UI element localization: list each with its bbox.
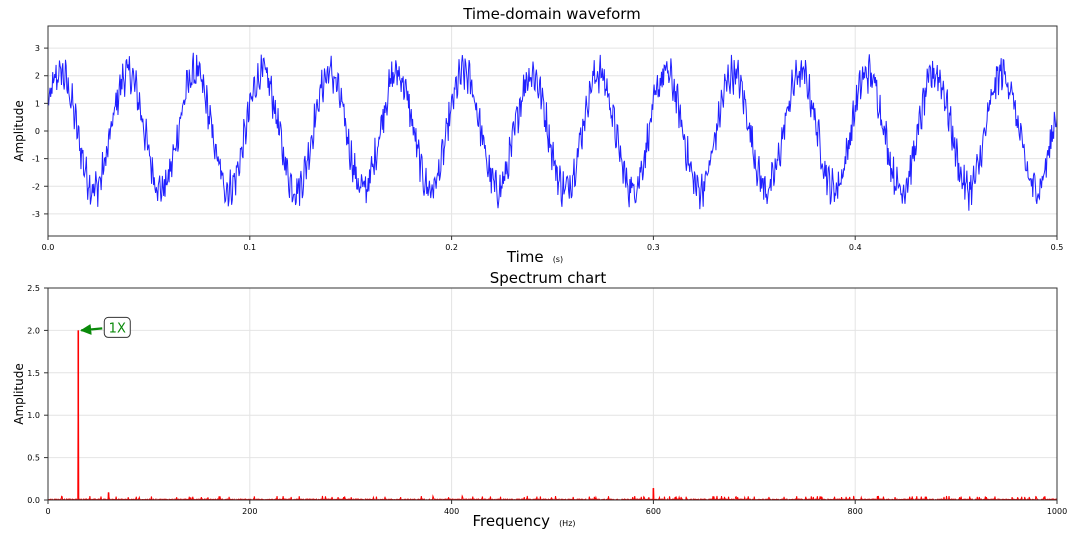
x-tick-label: 0: [45, 507, 50, 516]
x-axis-label: Time (s): [506, 247, 563, 266]
y-axis-ticks: 0.0 0.5 1.0 1.5 2.0 2.5: [27, 284, 48, 505]
peak-annotation: 1X: [80, 316, 131, 338]
x-tick-label: 0.3: [647, 243, 660, 252]
x-tick-label: 0.0: [42, 243, 55, 252]
y-tick-label: 0.5: [27, 454, 40, 463]
y-tick-label: -1: [32, 155, 40, 164]
y-tick-label: 1.0: [27, 411, 40, 420]
y-tick-label: 2.5: [27, 284, 40, 293]
x-axis-label-unit: (s): [553, 255, 563, 264]
y-tick-label: -2: [32, 182, 40, 191]
annotation-label: 1X: [109, 321, 126, 336]
y-tick-label: -3: [32, 210, 40, 219]
x-tick-label: 200: [242, 507, 257, 516]
x-tick-label: 1000: [1047, 507, 1067, 516]
x-tick-label: 0.1: [243, 243, 256, 252]
grid: [47, 287, 1058, 501]
y-tick-label: 2: [35, 72, 40, 81]
x-axis-label: Frequency (Hz): [472, 511, 575, 530]
y-tick-label: 1.5: [27, 369, 40, 378]
annotation-arrow: [80, 323, 103, 335]
time-domain-chart: Time-domain waveform 0.0 0.1 0.2 0.3 0.4 0.5 …: [12, 5, 1063, 266]
x-tick-label: 0.2: [445, 243, 458, 252]
x-axis-ticks: 0.0 0.1 0.2 0.3 0.4 0.5: [42, 236, 1064, 252]
chart-title: Time-domain waveform: [462, 5, 641, 23]
x-tick-label: 400: [444, 507, 459, 516]
x-axis-label-text: Time: [506, 248, 544, 266]
grid: [47, 26, 1058, 236]
y-axis-label: Amplitude: [12, 363, 26, 425]
annotation-box: [103, 316, 131, 338]
y-tick-label: 3: [35, 44, 40, 53]
waveform-line: [48, 52, 1057, 211]
x-tick-label: 800: [848, 507, 863, 516]
x-axis-ticks: 0 200 400 600 800 1000: [45, 500, 1067, 516]
x-axis-label-text: Frequency: [472, 512, 550, 530]
x-tick-label: 600: [646, 507, 661, 516]
y-tick-label: 1: [35, 99, 40, 108]
y-tick-label: 0.0: [27, 496, 40, 505]
x-tick-label: 0.5: [1051, 243, 1064, 252]
y-axis-ticks: -3 -2 -1 0 1 2 3: [32, 44, 48, 219]
spectrum-chart: Spectrum chart 0 200 400 600 800 1000 0.0 0.5 1…: [12, 269, 1067, 530]
plot-frame: [47, 287, 1058, 501]
y-tick-label: 0: [35, 127, 40, 136]
chart-title: Spectrum chart: [490, 269, 607, 287]
x-axis-label-unit: (Hz): [559, 519, 575, 528]
y-tick-label: 2.0: [27, 326, 40, 335]
waveform-series: [48, 52, 1057, 211]
x-tick-label: 0.4: [849, 243, 862, 252]
y-axis-label: Amplitude: [12, 100, 26, 162]
